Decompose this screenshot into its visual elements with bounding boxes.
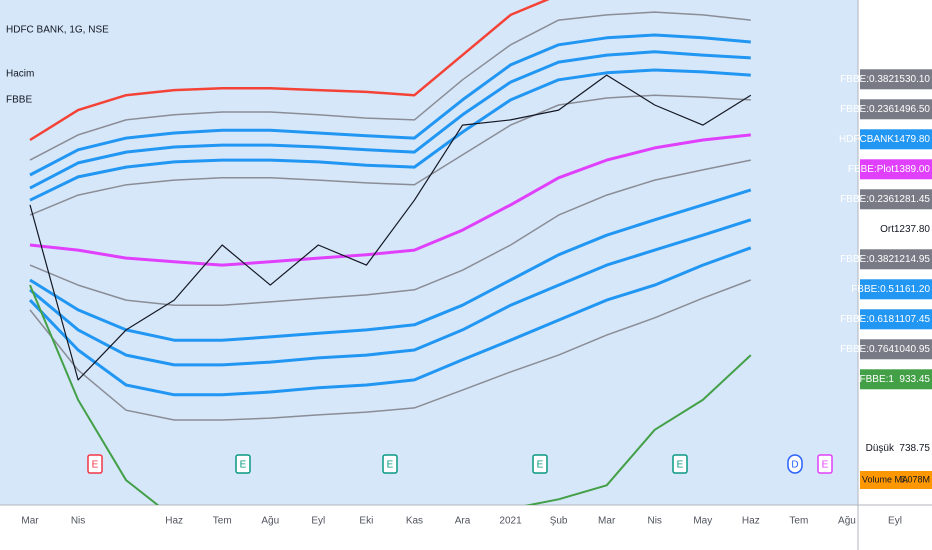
price-label-name: FBBE:1 <box>860 374 895 385</box>
series-line <box>29 159 751 306</box>
price-label-name: FBBE:0.5 <box>851 284 894 295</box>
price-label-name: HDFCBANK <box>839 134 894 145</box>
event-marker <box>382 454 398 474</box>
x-tick-label: May <box>693 516 712 527</box>
price-label-value: 1214.95 <box>894 254 931 265</box>
price-label-name: FBBE:0.382 <box>840 74 894 85</box>
x-tick-label: Nis <box>647 516 661 527</box>
price-axis <box>858 0 932 550</box>
price-label-box <box>860 99 932 120</box>
event-marker <box>787 454 803 474</box>
x-tick-label: Ağu <box>261 516 279 527</box>
price-label-value: 1530.10 <box>894 74 931 85</box>
event-label: D <box>791 460 798 471</box>
series-line <box>29 284 752 505</box>
event-label: E <box>240 460 247 471</box>
price-label-name: FBBE:0.618 <box>840 314 894 325</box>
price-label-box <box>860 189 932 210</box>
series-line <box>29 68 751 202</box>
event-marker <box>235 454 251 474</box>
series-line <box>29 279 752 421</box>
x-tick-label: Eki <box>359 516 373 527</box>
price-label-box <box>860 249 932 270</box>
price-label-box <box>860 471 932 489</box>
price-label-value: 1161.20 <box>895 284 931 295</box>
price-label-value: 933.45 <box>899 374 930 385</box>
price-label-value: 1237.80 <box>894 224 931 235</box>
price-label-box <box>860 339 932 360</box>
price-label-value: 6.078M <box>900 474 930 484</box>
price-label-name: Düşük <box>866 443 895 454</box>
x-tick-label: Tem <box>789 516 808 527</box>
price-label-name: FBBE:0.236 <box>840 104 894 115</box>
series-line <box>29 74 752 381</box>
price-label-value: 1389.00 <box>894 164 931 175</box>
price-label-value: 1281.45 <box>894 194 931 205</box>
series-line <box>29 218 752 367</box>
price-label-name: FBBE:0.236 <box>840 194 894 205</box>
event-label: E <box>537 460 544 471</box>
x-tick-label: Şub <box>550 516 568 527</box>
series-line <box>29 50 751 190</box>
x-tick-label: Mar <box>598 516 616 527</box>
x-tick-label: Haz <box>165 516 183 527</box>
x-tick-label: Eyl <box>311 516 325 527</box>
x-tick-label: Kas <box>406 516 423 527</box>
event-marker <box>672 454 688 474</box>
event-marker <box>817 454 833 474</box>
x-tick-label: 2021 <box>499 516 522 527</box>
event-marker <box>87 454 103 474</box>
time-axis <box>0 505 858 550</box>
plot-background <box>0 0 858 505</box>
series-line <box>29 94 751 216</box>
price-label-box <box>860 129 932 150</box>
x-tick-label: Tem <box>213 516 232 527</box>
series-line <box>28 246 752 397</box>
x-tick-label: Eyl <box>888 516 902 527</box>
x-tick-label: Ara <box>455 516 471 527</box>
event-label: E <box>677 460 684 471</box>
x-tick-label: Ağu <box>838 516 856 527</box>
event-label: E <box>92 460 99 471</box>
plot <box>28 0 752 505</box>
event-label: E <box>387 460 394 471</box>
price-label-box <box>860 279 932 300</box>
x-tick-label: Haz <box>742 516 760 527</box>
indicator-title: FBBE <box>6 95 32 106</box>
event-label: E <box>822 460 829 471</box>
price-label-name: FBBE:0.764 <box>840 344 894 355</box>
chart-title: HDFC BANK, 1G, NSE <box>6 25 109 36</box>
price-label-name: FBBE:Plot <box>848 164 894 175</box>
x-tick-label: Mar <box>21 516 39 527</box>
series-line <box>29 33 751 177</box>
price-label-box <box>860 159 932 180</box>
price-label-box <box>860 69 932 90</box>
price-label-value: 738.75 <box>899 443 930 454</box>
series-line <box>29 133 751 267</box>
price-label-box <box>860 309 932 330</box>
price-label-name: Volume MA <box>862 474 908 484</box>
price-label-name: Ort <box>880 224 894 235</box>
price-label-value: 1040.95 <box>894 344 931 355</box>
price-label-name: FBBE:0.382 <box>840 254 894 265</box>
price-label-value: 1479.80 <box>894 134 931 145</box>
price-label-value: 1496.50 <box>894 104 931 115</box>
price-label-value: 1107.45 <box>895 314 931 325</box>
series-line <box>29 188 752 342</box>
series-line <box>29 11 751 161</box>
volume-title: Hacim <box>6 69 34 80</box>
x-tick-label: Nis <box>71 516 85 527</box>
price-label-box <box>860 369 932 390</box>
event-marker <box>532 454 548 474</box>
series-line <box>29 0 550 142</box>
